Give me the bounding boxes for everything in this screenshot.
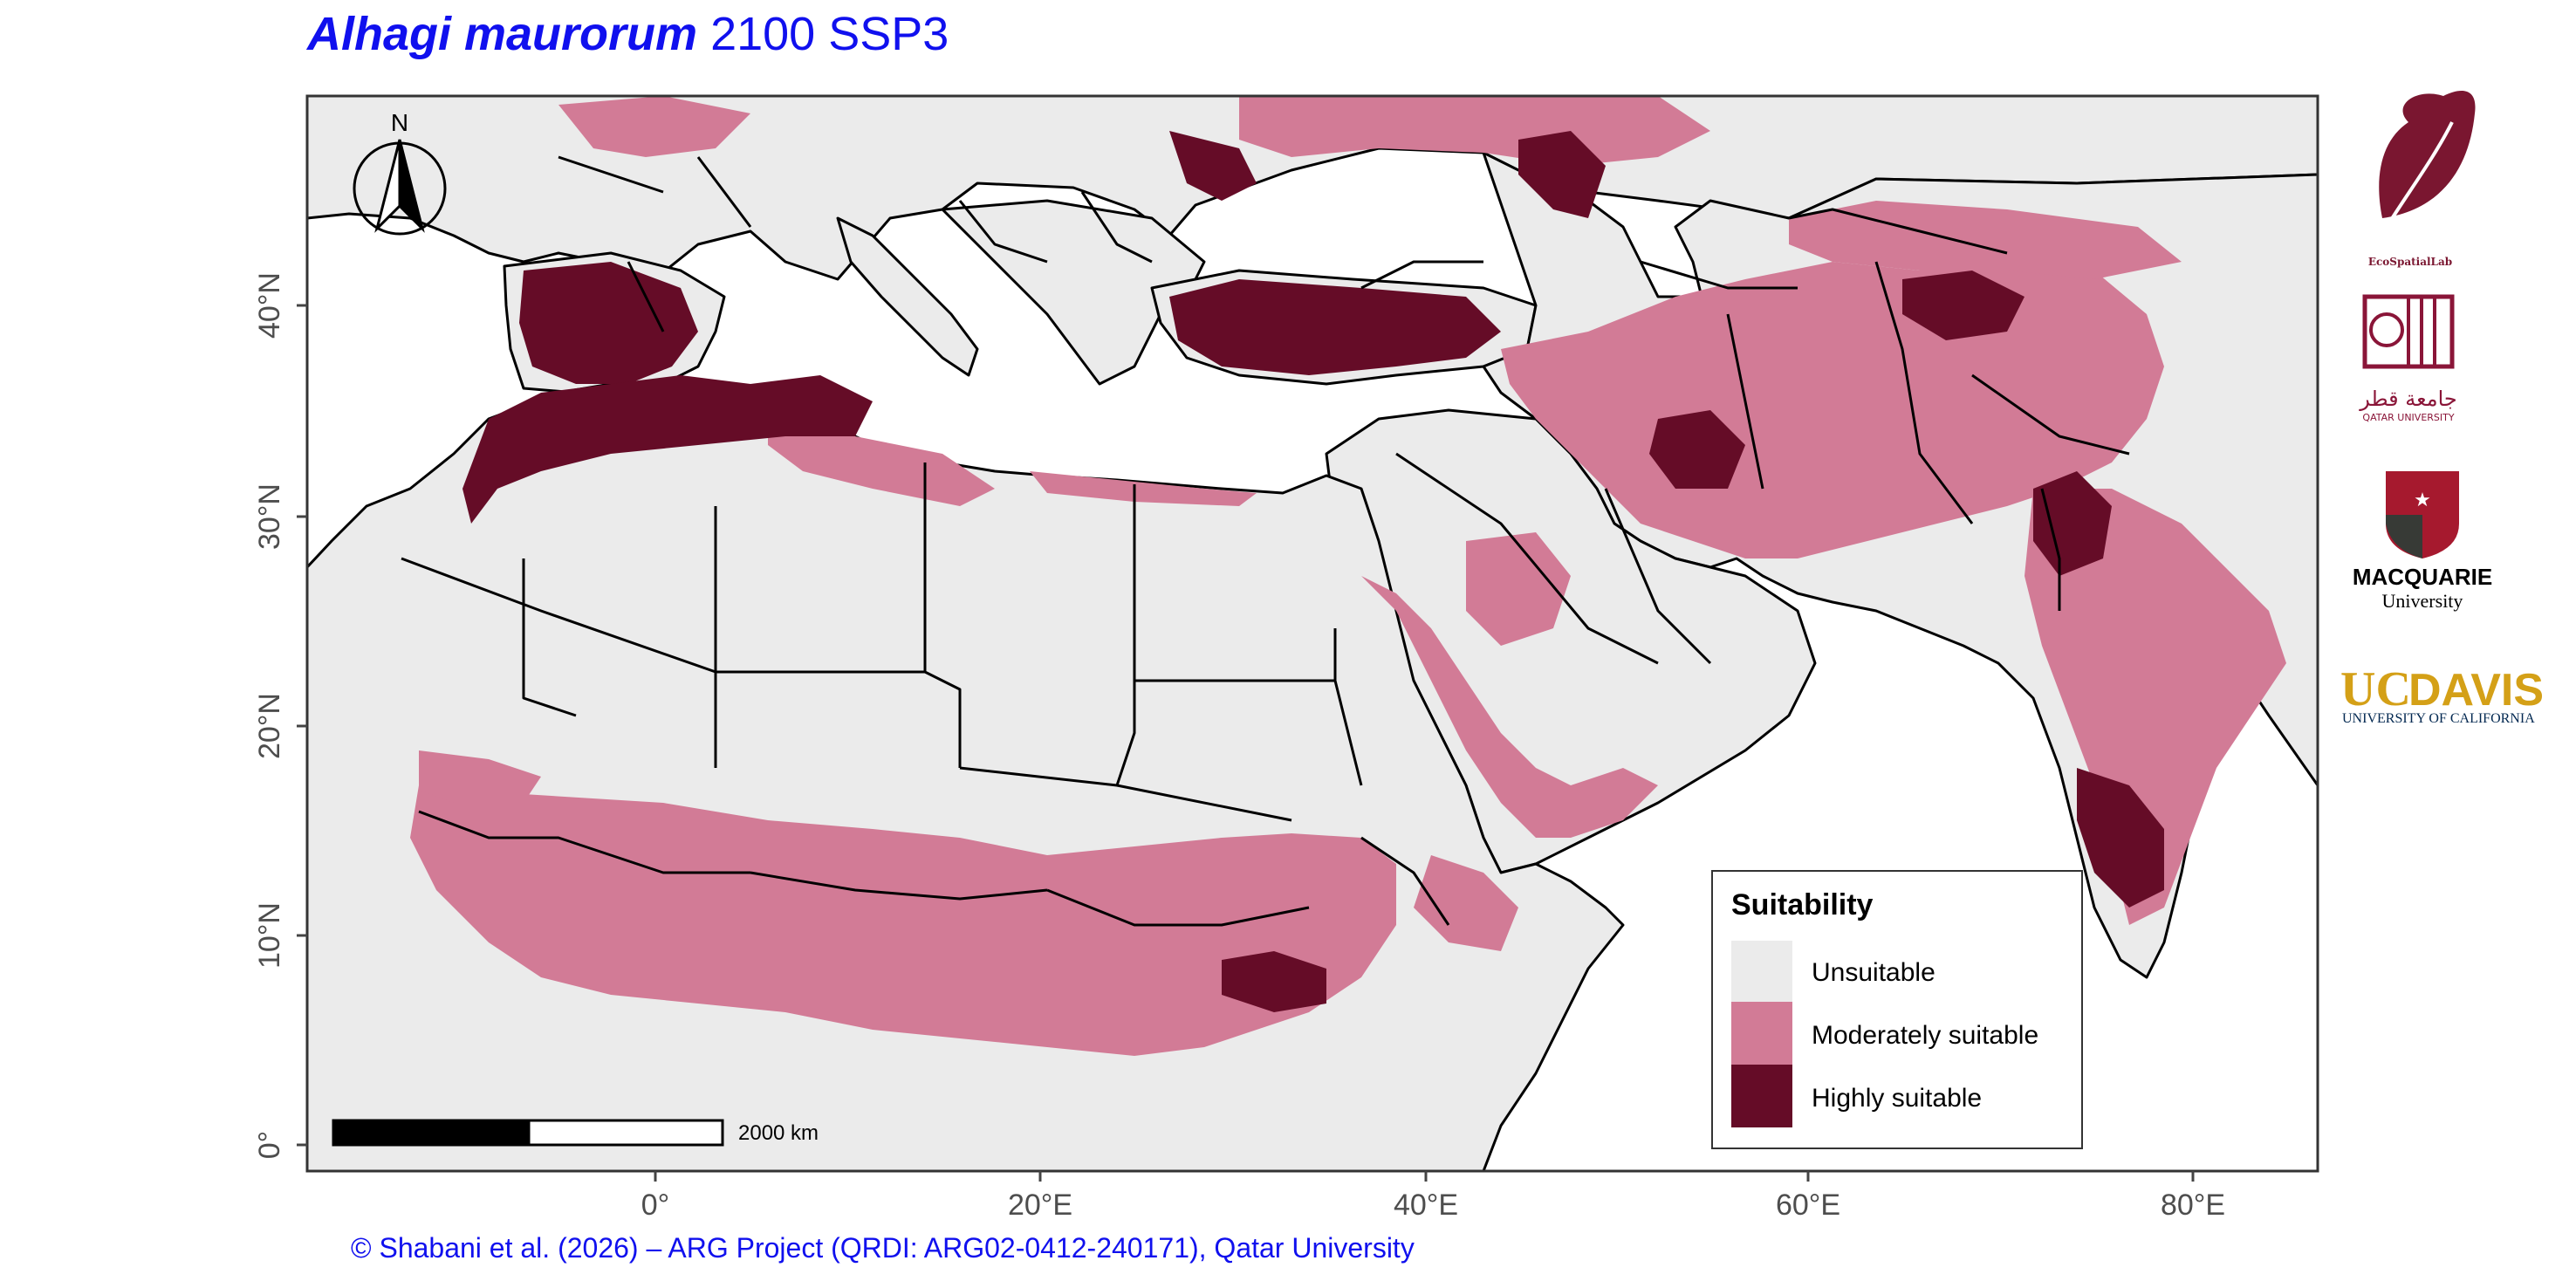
iberia-high [519, 262, 698, 384]
legend-label-moderate: Moderately suitable [1812, 1021, 2038, 1050]
india-high [2077, 768, 2164, 908]
ethiopia-patch [1414, 855, 1518, 951]
balkans-land [941, 199, 1206, 386]
legend-label-high: Highly suitable [1812, 1084, 1982, 1113]
qatar-english-text: QATAR UNIVERSITY [2362, 412, 2454, 423]
anatolia-high [1169, 279, 1501, 375]
india-patch [2024, 489, 2286, 925]
central-asia-high [1902, 271, 2024, 340]
credit-line: © Shabani et al. (2026) – ARG Project (Q… [351, 1232, 1415, 1264]
lon-tick-20e: 20°E [1008, 1189, 1072, 1222]
legend-title: Suitability [1731, 888, 1874, 921]
moderate-zones [410, 96, 2286, 1056]
scale-bar-white-segment [527, 1119, 724, 1147]
lat-tick-40n: 40°N [253, 272, 286, 339]
lon-tick-labels: 0° 20°E 40°E 60°E 80°E [641, 1189, 2225, 1222]
maghreb-high [462, 375, 873, 524]
north-arrow-label: N [391, 109, 408, 136]
balkans-high [1169, 131, 1257, 201]
ecospatiallab-leaf-icon [2379, 91, 2476, 218]
legend-swatch-high [1731, 1065, 1792, 1127]
lat-tick-0: 0° [253, 1131, 286, 1160]
ecospatiallab-text: EcoSpatialLab [2368, 256, 2452, 268]
macquarie-logo: ★ MACQUARIE University [2353, 471, 2492, 612]
macquarie-name: MACQUARIE [2353, 564, 2492, 590]
ucdavis-uc: UC [2340, 662, 2411, 716]
north-africa-coast [768, 419, 995, 506]
qatar-arabic-text: جامعة قطر [2359, 387, 2456, 411]
caspian-north-high [1518, 131, 1606, 218]
panel-border [305, 94, 2319, 1173]
italy-land [836, 216, 979, 377]
scale-bar-label: 2000 km [738, 1121, 819, 1145]
lon-tick-80e: 80°E [2161, 1189, 2225, 1222]
lat-tick-20n: 20°N [253, 693, 286, 759]
arabia-west [1361, 576, 1658, 838]
lat-tick-30n: 30°N [253, 483, 286, 550]
legend-swatch-moderate [1731, 1002, 1792, 1065]
legend-label-unsuitable: Unsuitable [1812, 958, 1935, 987]
ucdavis-logo: UC DAVIS UNIVERSITY OF CALIFORNIA [2340, 662, 2544, 726]
north-arrow-right-half [398, 139, 425, 233]
high-zones [462, 131, 2164, 1012]
species-name: Alhagi maurorum [307, 8, 698, 60]
ecospatiallab-leaf-vein [2385, 121, 2454, 229]
map-panel [307, 96, 2318, 1171]
country-borders [401, 155, 2130, 927]
europe-north [1239, 96, 1710, 166]
north-arrow: N [353, 109, 447, 236]
lat-tick-labels: 0° 10°N 20°N 30°N 40°N [253, 272, 286, 1159]
ecospatiallab-logo: EcoSpatialLab [2368, 91, 2476, 268]
arabia-center [1466, 532, 1571, 646]
map-title: Alhagi maurorum 2100 SSP3 [307, 7, 949, 61]
lon-tick-marks [654, 1171, 2195, 1182]
lat-tick-marks [297, 304, 307, 1147]
libya-coast [1030, 471, 1257, 506]
legend-swatch-unsuitable [1731, 941, 1792, 1002]
iran-high [1649, 410, 1745, 489]
lon-tick-0: 0° [641, 1189, 670, 1222]
scenario-label: 2100 SSP3 [710, 8, 949, 60]
central-asia-north [1789, 201, 2182, 279]
europe-west [558, 96, 750, 157]
ucdavis-sub: UNIVERSITY OF CALIFORNIA [2342, 711, 2535, 726]
pakistan-high [2033, 471, 2112, 576]
lat-tick-10n: 10°N [253, 902, 286, 969]
lon-tick-40e: 40°E [1394, 1189, 1458, 1222]
macquarie-sub: University [2382, 590, 2463, 612]
scale-bar: 2000 km [332, 1119, 819, 1147]
qatar-university-logo: جامعة قطر QATAR UNIVERSITY [2359, 294, 2457, 423]
ucdavis-davis: DAVIS [2408, 665, 2544, 716]
legend: Suitability Unsuitable Moderately suitab… [1711, 870, 2083, 1149]
south-sudan-high [1222, 951, 1326, 1012]
svg-text:★: ★ [2414, 490, 2431, 511]
iran-central-asia [1501, 262, 2164, 558]
sahel-band [410, 785, 1396, 1056]
lon-tick-60e: 60°E [1776, 1189, 1840, 1222]
scale-bar-black-segment [332, 1119, 531, 1147]
west-sahel-patch [419, 750, 541, 803]
